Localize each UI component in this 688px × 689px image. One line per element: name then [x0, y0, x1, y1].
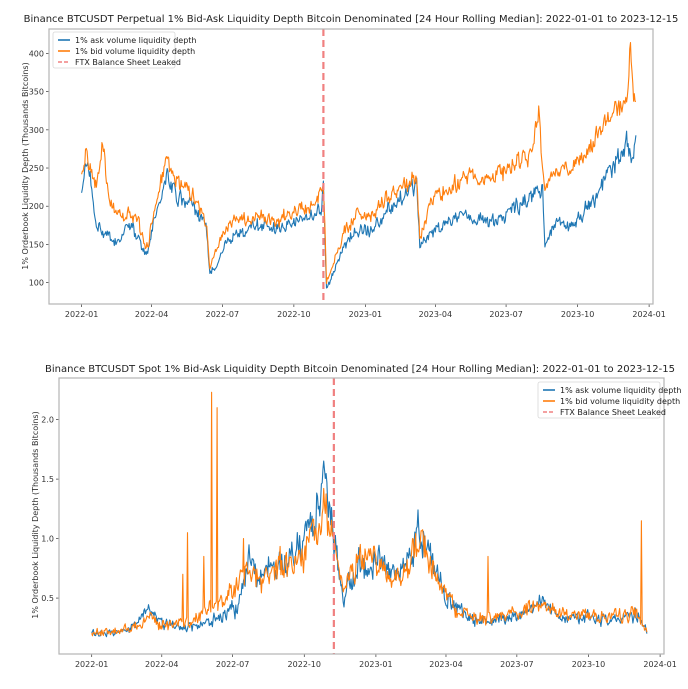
bid-depth-line — [91, 391, 648, 637]
chart-title: Binance BTCUSDT Spot 1% Bid-Ask Liquidit… — [45, 364, 675, 375]
legend-bid-label: 1% bid volume liquidity depth — [75, 47, 195, 56]
legend-event-label: FTX Balance Sheet Leaked — [560, 408, 666, 417]
plot-frame — [58, 377, 665, 655]
x-tick-label: 2024-01 — [632, 310, 665, 319]
perpetual-chart: Binance BTCUSDT Perpetual 1% Bid-Ask Liq… — [21, 14, 678, 319]
legend-bid-label: 1% bid volume liquidity depth — [560, 397, 680, 406]
x-tick-label: 2022-07 — [216, 660, 249, 669]
y-tick-label: 2.0 — [41, 416, 54, 425]
y-axis-label: 1% Orderbook Liquidity Depth (Thousands … — [21, 62, 30, 269]
bid-depth-line — [81, 42, 637, 285]
x-tick-label: 2023-04 — [429, 660, 462, 669]
x-tick-label: 2023-04 — [419, 310, 452, 319]
legend-ask-label: 1% ask volume liquidity depth — [75, 36, 196, 45]
legend-box — [52, 31, 176, 69]
legend-box — [537, 381, 661, 419]
y-tick-label: 200 — [29, 202, 44, 211]
chart-title: Binance BTCUSDT Perpetual 1% Bid-Ask Liq… — [24, 14, 679, 25]
y-tick-label: 400 — [29, 49, 44, 58]
legend-event-label: FTX Balance Sheet Leaked — [75, 58, 181, 67]
x-tick-label: 2022-01 — [65, 310, 98, 319]
y-tick-label: 1.0 — [41, 535, 54, 544]
ask-depth-line — [81, 130, 637, 289]
y-tick-label: 350 — [29, 88, 44, 97]
x-tick-label: 2022-10 — [288, 660, 321, 669]
y-axis-label: 1% Orderbook Liquidity Depth (Thousands … — [31, 411, 40, 618]
legend-ask-label: 1% ask volume liquidity depth — [560, 386, 681, 395]
y-tick-label: 150 — [29, 240, 44, 249]
x-tick-label: 2022-10 — [277, 310, 310, 319]
x-tick-label: 2022-01 — [75, 660, 108, 669]
y-tick-label: 100 — [29, 279, 44, 288]
x-tick-label: 2023-01 — [349, 310, 382, 319]
x-tick-label: 2023-01 — [359, 660, 392, 669]
x-tick-label: 2022-04 — [135, 310, 168, 319]
y-tick-label: 0.5 — [41, 594, 54, 603]
y-tick-label: 300 — [29, 126, 44, 135]
plot-frame — [48, 28, 654, 305]
legend: 1% ask volume liquidity depth 1% bid vol… — [537, 381, 681, 419]
spot-chart: Binance BTCUSDT Spot 1% Bid-Ask Liquidit… — [31, 364, 681, 669]
x-tick-label: 2023-10 — [572, 660, 605, 669]
x-tick-label: 2022-04 — [145, 660, 178, 669]
y-tick-label: 1.5 — [41, 475, 54, 484]
y-tick-label: 250 — [29, 164, 44, 173]
x-tick-label: 2023-07 — [500, 660, 533, 669]
x-tick-label: 2024-01 — [643, 660, 676, 669]
legend: 1% ask volume liquidity depth 1% bid vol… — [52, 31, 196, 69]
x-tick-label: 2023-07 — [489, 310, 522, 319]
x-tick-label: 2023-10 — [561, 310, 594, 319]
x-tick-label: 2022-07 — [206, 310, 239, 319]
